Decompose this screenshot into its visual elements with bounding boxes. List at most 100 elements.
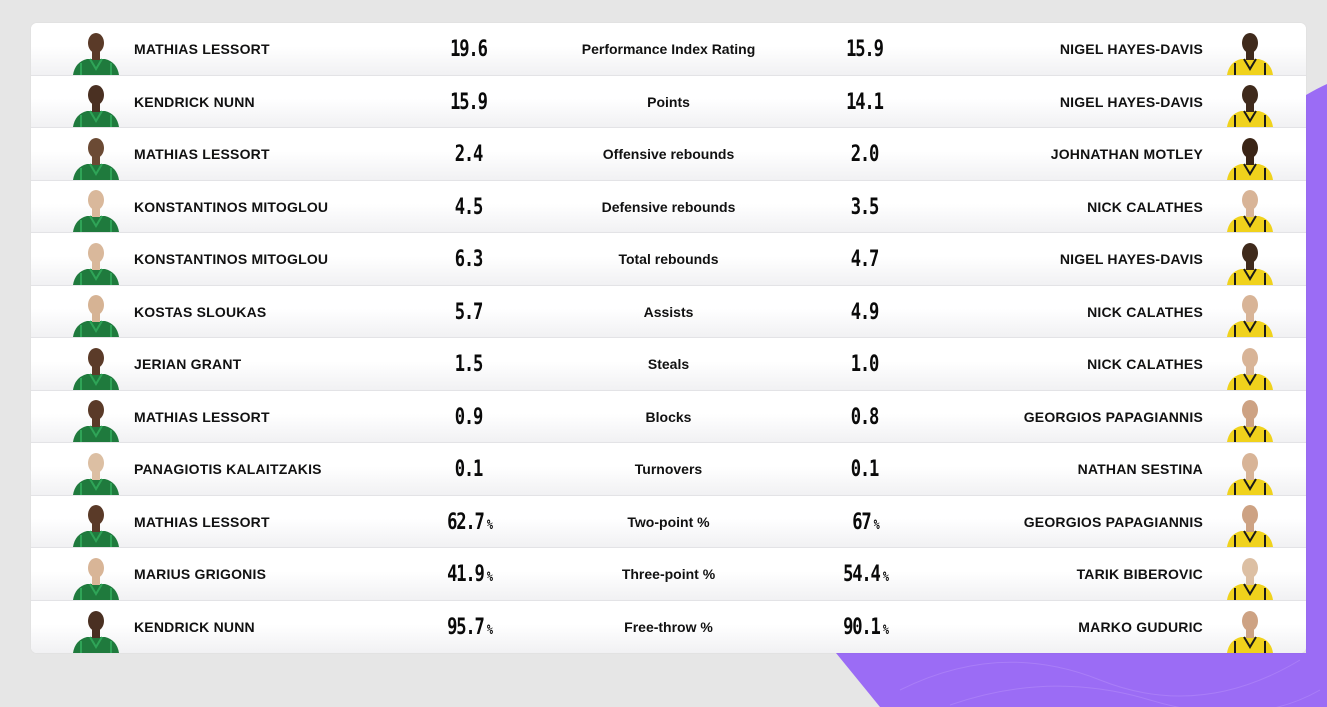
away-stat-value: 54.4%: [823, 548, 909, 600]
home-player-name[interactable]: MATHIAS LESSORT: [134, 513, 270, 530]
home-stat-value: 19.6: [427, 23, 513, 75]
stat-row: MATHIAS LESSORT 19.6 Performance Index R…: [31, 23, 1306, 76]
away-player-avatar[interactable]: [1225, 449, 1275, 495]
home-player-avatar[interactable]: [71, 501, 121, 547]
home-value-number: 41.9: [447, 562, 485, 587]
home-player-name[interactable]: KONSTANTINOS MITOGLOU: [134, 198, 329, 215]
away-value-number: 15.9: [846, 37, 884, 62]
stat-row: MATHIAS LESSORT 0.9 Blocks 0.8 GEORGIOS …: [31, 390, 1306, 443]
away-stat-value: 4.7: [823, 233, 909, 285]
home-player-avatar[interactable]: [71, 554, 121, 600]
stat-label: Free-throw %: [624, 618, 713, 635]
away-player-avatar[interactable]: [1225, 396, 1275, 442]
home-stat-value: 41.9%: [427, 548, 513, 600]
home-player-name[interactable]: MATHIAS LESSORT: [134, 146, 270, 162]
home-player-name[interactable]: KENDRICK NUNN: [134, 93, 255, 110]
stat-label: Assists: [643, 303, 694, 320]
home-player-name[interactable]: MARIUS GRIGONIS: [134, 566, 267, 582]
away-player-avatar[interactable]: [1225, 291, 1275, 337]
away-player-name[interactable]: GEORGIOS PAPAGIANNIS: [1023, 513, 1203, 530]
away-player-avatar[interactable]: [1225, 29, 1275, 75]
home-value-number: 6.3: [454, 247, 484, 272]
away-player-name[interactable]: NIGEL HAYES-DAVIS: [1059, 251, 1203, 267]
stat-row: KENDRICK NUNN 95.7% Free-throw % 90.1% M…: [31, 600, 1306, 653]
home-player-avatar[interactable]: [71, 344, 121, 390]
home-stat-value: 0.1: [427, 443, 513, 495]
home-player-avatar[interactable]: [71, 607, 121, 653]
away-player-avatar[interactable]: [1225, 554, 1275, 600]
home-player-name[interactable]: MATHIAS LESSORT: [134, 408, 270, 425]
stat-leaders-list: MATHIAS LESSORT 19.6 Performance Index R…: [31, 23, 1306, 653]
home-value-number: 19.6: [450, 37, 488, 62]
home-player-name[interactable]: MATHIAS LESSORT: [134, 41, 270, 57]
away-player-name[interactable]: NATHAN SESTINA: [1077, 461, 1203, 477]
home-player-avatar[interactable]: [71, 134, 121, 180]
home-value-number: 15.9: [450, 89, 488, 115]
home-player-name[interactable]: KONSTANTINOS MITOGLOU: [134, 251, 329, 267]
away-player-name[interactable]: NIGEL HAYES-DAVIS: [1059, 93, 1203, 110]
stat-row: KONSTANTINOS MITOGLOU 6.3 Total rebounds…: [31, 233, 1306, 286]
home-value-number: 1.5: [454, 352, 484, 377]
away-player-name[interactable]: MARKO GUDURIC: [1078, 618, 1203, 635]
away-stat-value: 67%: [823, 496, 909, 548]
home-player-name[interactable]: KENDRICK NUNN: [134, 618, 255, 635]
home-stat-value: 1.5: [427, 338, 513, 390]
away-player-avatar[interactable]: [1225, 344, 1275, 390]
home-stat-value: 95.7%: [427, 601, 513, 653]
away-value-number: 0.8: [850, 404, 880, 430]
home-player-avatar[interactable]: [71, 449, 121, 495]
home-player-avatar[interactable]: [71, 29, 121, 75]
away-player-avatar[interactable]: [1225, 186, 1275, 232]
away-stat-value: 14.1: [823, 76, 909, 128]
stat-row: KONSTANTINOS MITOGLOU 4.5 Defensive rebo…: [31, 180, 1306, 233]
stat-label: Points: [647, 93, 690, 110]
away-value-number: 4.9: [850, 299, 880, 325]
away-value-number: 54.4: [843, 562, 881, 587]
away-player-avatar[interactable]: [1225, 607, 1275, 653]
home-value-number: 4.5: [454, 194, 484, 220]
stat-label: Performance Index Rating: [581, 41, 756, 57]
away-value-number: 0.1: [850, 457, 880, 482]
home-player-avatar[interactable]: [71, 186, 121, 232]
away-value-number: 2.0: [850, 142, 880, 167]
home-stat-value: 0.9: [427, 391, 513, 443]
stat-leaders-card: MATHIAS LESSORT 19.6 Performance Index R…: [31, 23, 1306, 653]
home-player-avatar[interactable]: [71, 239, 121, 285]
away-player-avatar[interactable]: [1225, 501, 1275, 547]
away-value-unit: %: [882, 622, 889, 638]
stat-label: Two-point %: [627, 513, 710, 530]
home-stat-value: 6.3: [427, 233, 513, 285]
home-player-avatar[interactable]: [71, 291, 121, 337]
away-stat-value: 90.1%: [823, 601, 909, 653]
stat-row: JERIAN GRANT 1.5 Steals 1.0 NICK CALATHE…: [31, 338, 1306, 391]
home-value-number: 5.7: [454, 299, 484, 325]
away-player-avatar[interactable]: [1225, 134, 1275, 180]
away-value-number: 90.1: [843, 614, 881, 640]
away-value-number: 14.1: [846, 89, 884, 115]
home-stat-value: 62.7%: [427, 496, 513, 548]
away-value-unit: %: [873, 517, 880, 533]
home-value-number: 0.9: [454, 404, 484, 430]
home-player-name[interactable]: JERIAN GRANT: [134, 356, 242, 372]
away-player-name[interactable]: TARIK BIBEROVIC: [1076, 566, 1203, 582]
away-player-avatar[interactable]: [1225, 81, 1275, 127]
stat-label: Total rebounds: [618, 251, 719, 267]
home-stat-value: 5.7: [427, 286, 513, 338]
home-player-name[interactable]: KOSTAS SLOUKAS: [134, 303, 267, 320]
stat-row: MATHIAS LESSORT 2.4 Offensive rebounds 2…: [31, 128, 1306, 181]
away-player-name[interactable]: GEORGIOS PAPAGIANNIS: [1023, 408, 1203, 425]
away-player-name[interactable]: JOHNATHAN MOTLEY: [1050, 146, 1203, 162]
stat-label: Steals: [647, 356, 690, 372]
away-value-unit: %: [882, 570, 889, 585]
away-player-name[interactable]: NIGEL HAYES-DAVIS: [1059, 41, 1203, 57]
home-player-avatar[interactable]: [71, 81, 121, 127]
away-player-avatar[interactable]: [1225, 239, 1275, 285]
away-player-name[interactable]: NICK CALATHES: [1087, 303, 1203, 320]
away-stat-value: 0.1: [823, 443, 909, 495]
home-player-avatar[interactable]: [71, 396, 121, 442]
stat-label: Offensive rebounds: [602, 146, 735, 162]
away-player-name[interactable]: NICK CALATHES: [1087, 356, 1203, 372]
home-value-number: 62.7: [447, 509, 485, 535]
away-player-name[interactable]: NICK CALATHES: [1087, 198, 1203, 215]
home-player-name[interactable]: PANAGIOTIS KALAITZAKIS: [134, 461, 322, 477]
